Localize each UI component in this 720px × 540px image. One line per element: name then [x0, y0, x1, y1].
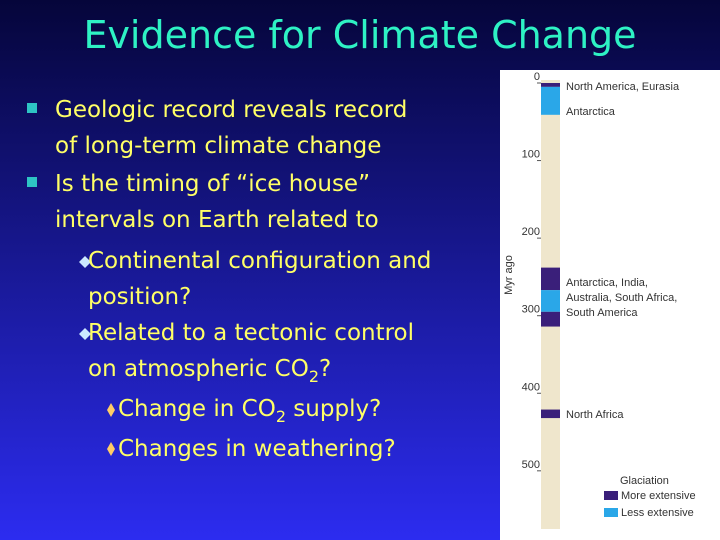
legend-title: Glaciation: [620, 475, 669, 487]
legend-swatch: [604, 508, 618, 517]
region-label: Antarctica, India,: [566, 277, 648, 289]
bullets: Geologic record reveals record of long-t…: [27, 97, 431, 462]
region-label: Antarctica: [566, 106, 616, 118]
region-label: North Africa: [566, 409, 624, 421]
region-label: Australia, South Africa,: [566, 292, 677, 304]
sub-bullet-text: position?: [88, 284, 191, 310]
tick-label: 200: [522, 226, 540, 238]
legend-label: Less extensive: [621, 507, 694, 519]
sub-sub-bullet-text: Change in CO2 supply?: [118, 396, 381, 426]
glaciation-interval: [541, 83, 560, 87]
sub-bullet-text: on atmospheric CO2?: [88, 356, 331, 386]
tick-label: 0: [534, 71, 540, 83]
legend-swatch: [604, 491, 618, 500]
glaciation-interval: [541, 267, 560, 291]
sub-bullet-marker: [79, 256, 91, 268]
axis-label: Myr ago: [503, 255, 515, 295]
figure-panel: [500, 70, 720, 540]
sub-bullet-text: Continental configuration and: [88, 248, 431, 274]
sub-sub-bullet-text: Changes in weathering?: [118, 436, 396, 462]
tick-label: 400: [522, 381, 540, 393]
bullet-text: of long-term climate change: [55, 133, 381, 159]
bullet-marker: [27, 103, 37, 113]
region-label: North America, Eurasia: [566, 81, 680, 93]
glaciation-interval: [541, 409, 560, 419]
glaciation-interval: [541, 86, 560, 115]
glaciation-interval: [541, 290, 560, 312]
sub-bullet-marker: [79, 328, 91, 340]
sub-sub-bullet-marker: [107, 403, 115, 417]
region-labels: North America, Eurasia Antarctica Antarc…: [566, 81, 680, 421]
tick-label: 100: [522, 149, 540, 161]
tick-label: 500: [522, 459, 540, 471]
bullet-marker: [27, 177, 37, 187]
region-label: South America: [566, 307, 638, 319]
glaciation-figure: Myr ago North America, Eurasia Antarctic…: [500, 70, 720, 540]
legend-label: More extensive: [621, 490, 696, 502]
bullet-text: intervals on Earth related to: [55, 207, 379, 233]
bullet-text: Geologic record reveals record: [55, 97, 407, 123]
glaciation-interval: [541, 311, 560, 327]
slide-title: Evidence for Climate Change: [83, 13, 636, 57]
sub-sub-bullet-marker: [107, 442, 115, 456]
sub-bullet-text: Related to a tectonic control: [88, 320, 414, 346]
tick-label: 300: [522, 304, 540, 316]
bullet-text: Is the timing of “ice house”: [55, 171, 370, 197]
